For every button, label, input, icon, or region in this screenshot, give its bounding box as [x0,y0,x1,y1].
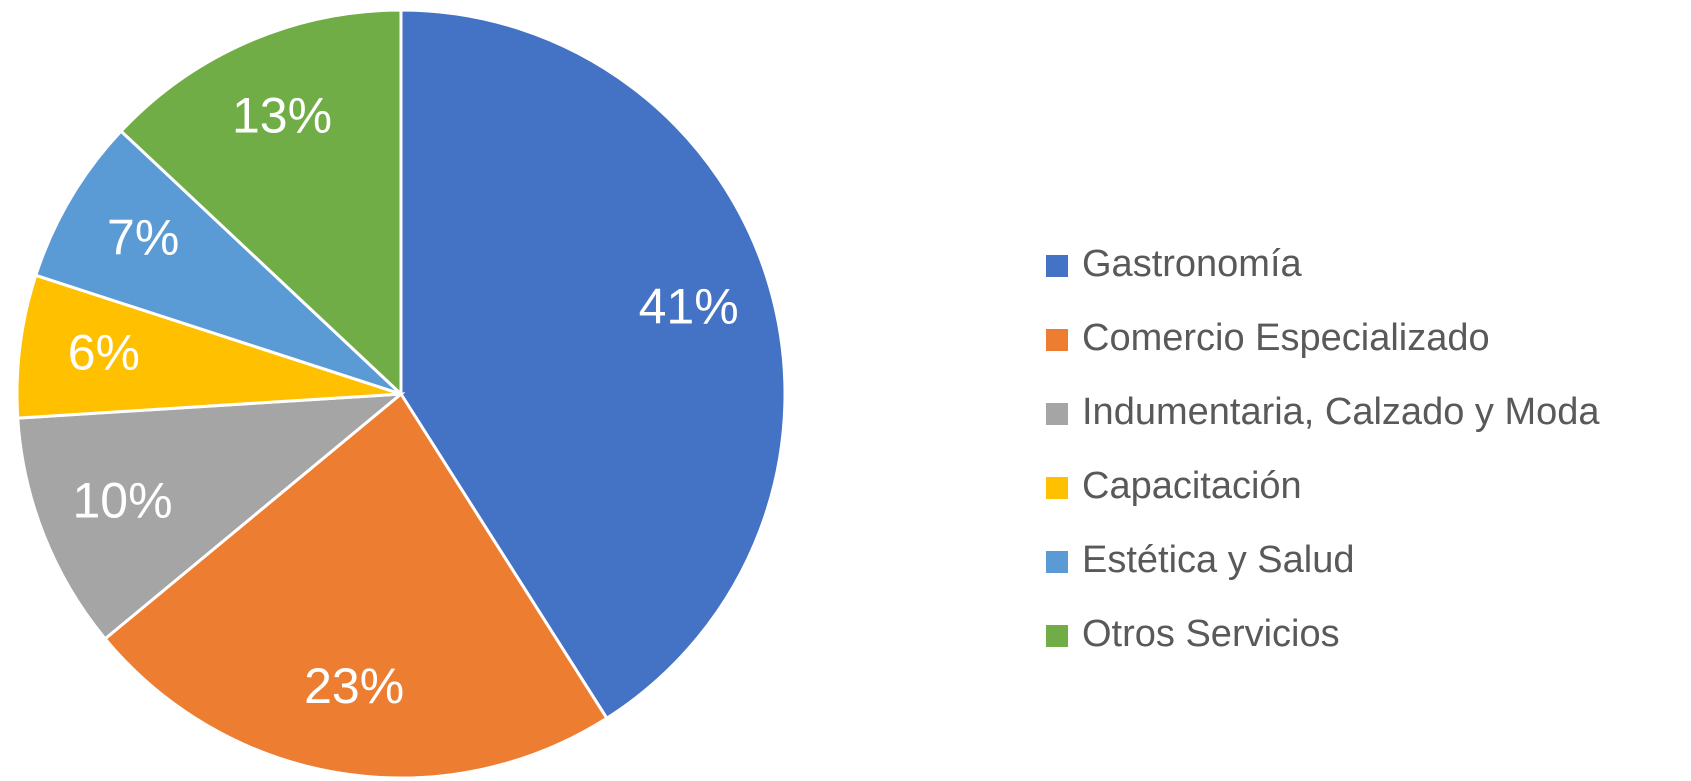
pie-slice [103,391,609,780]
legend-swatch [1046,329,1068,351]
legend-label: Comercio Especializado [1082,317,1490,359]
pie-slice [399,8,787,721]
legend-label: Capacitación [1082,465,1302,507]
legend-label: Gastronomía [1082,243,1303,285]
data-label: 41% [639,279,739,335]
pie-slice [118,8,403,398]
pie-slice [15,273,402,420]
legend-swatch [1046,625,1068,647]
data-label: 23% [304,658,404,714]
legend-label: Indumentaria, Calzado y Moda [1082,391,1600,433]
pie-slice [33,129,403,396]
legend-label: Estética y Salud [1082,539,1354,581]
data-label: 10% [72,472,172,528]
data-label: 13% [232,87,332,143]
data-label: 6% [68,325,140,381]
data-label: 7% [107,210,179,266]
legend-swatch [1046,477,1068,499]
legend-swatch [1046,255,1068,277]
legend-swatch [1046,403,1068,425]
legend-label: Otros Servicios [1082,613,1340,655]
legend-swatch [1046,551,1068,573]
pie-slice [16,392,406,641]
